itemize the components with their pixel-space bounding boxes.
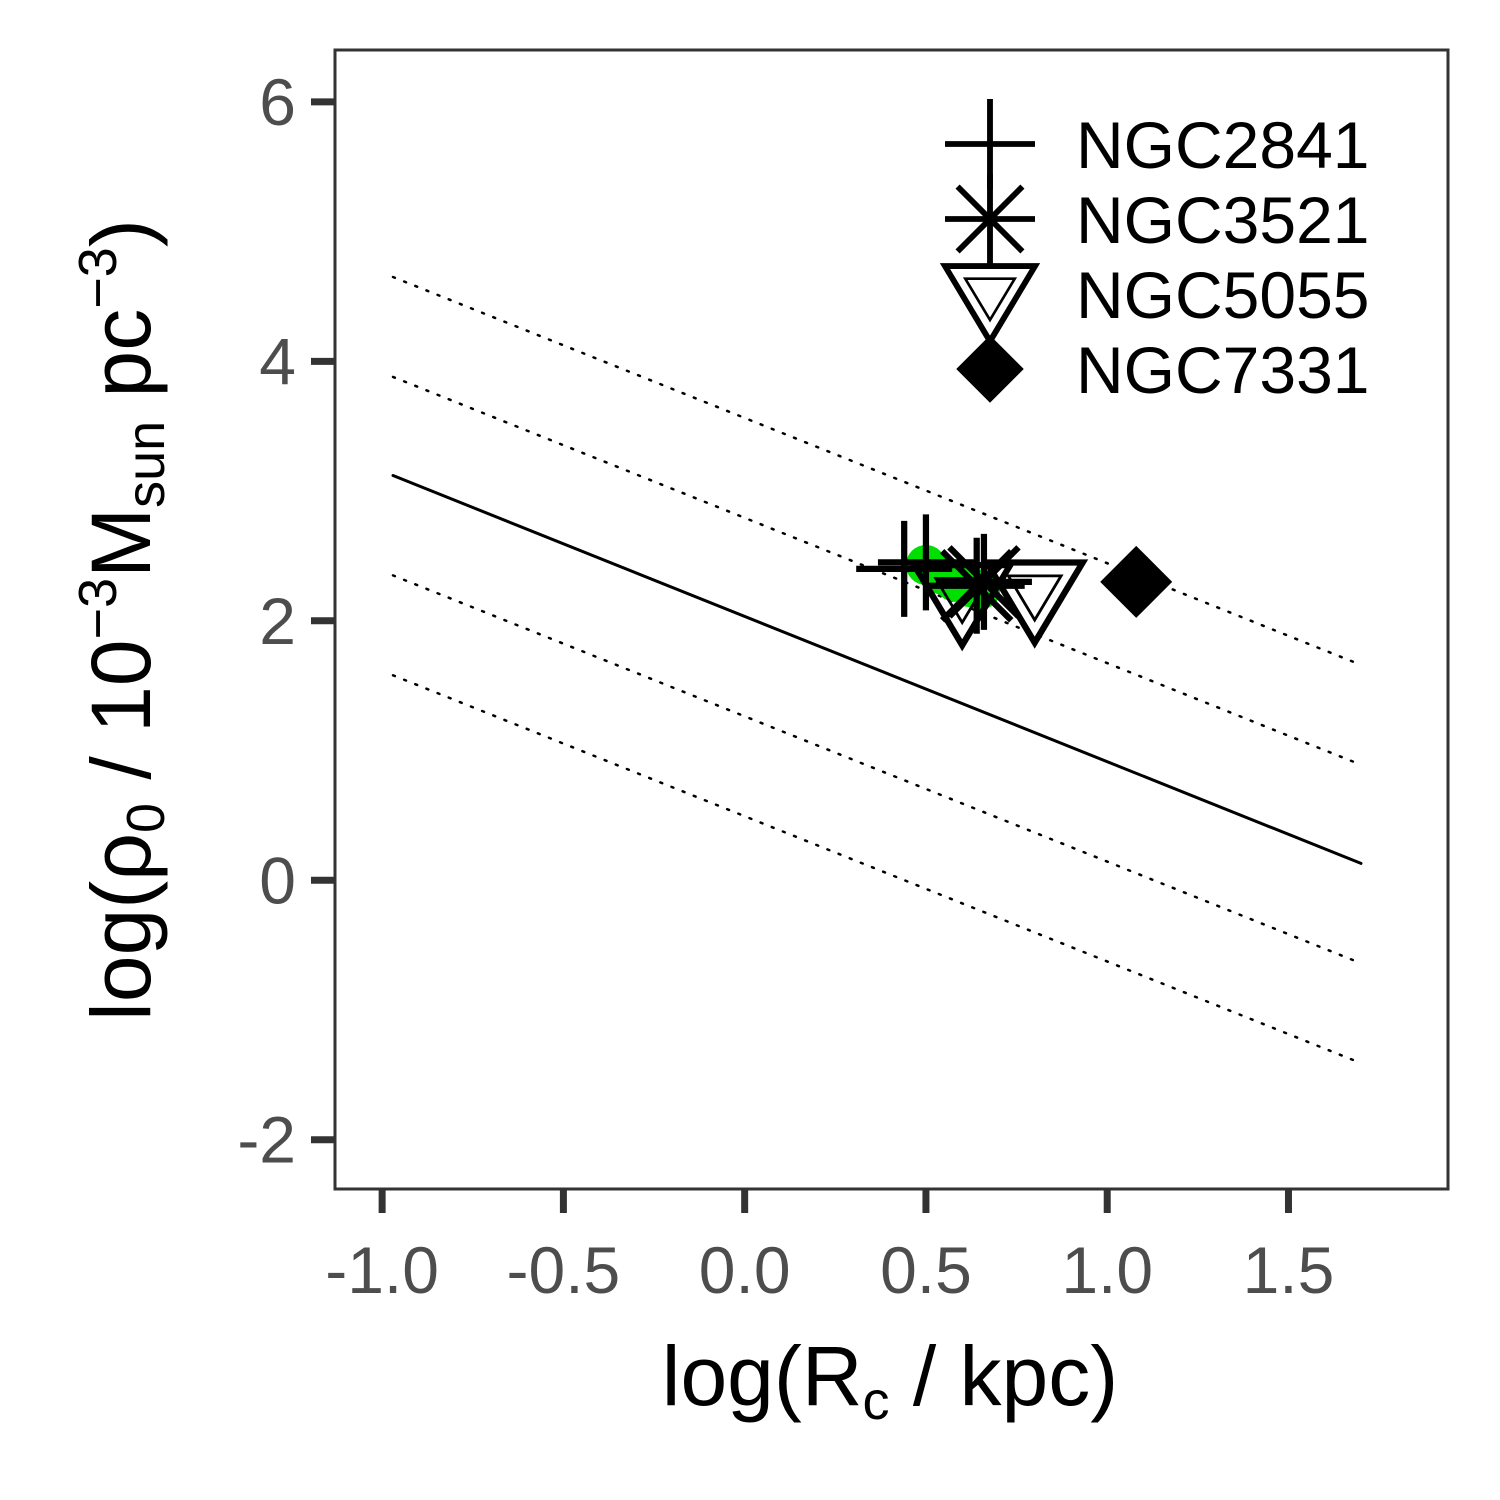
point-ngc5055 [981, 559, 1089, 649]
legend-label: NGC5055 [1076, 258, 1370, 332]
x-tick-label: 1.5 [1243, 1233, 1335, 1307]
y-tick-label: 0 [259, 843, 296, 917]
legend-key-diamond [956, 335, 1024, 403]
x-axis: -1.0 -0.5 0.0 0.5 1.0 1.5 [325, 1189, 1334, 1307]
y-tick-label: 6 [259, 65, 296, 139]
x-axis-title: log(Rc / kpc) [662, 1329, 1118, 1431]
x-tick-label: 0.0 [699, 1233, 791, 1307]
y-axis-title: log(ρ0 / 10−3Msun pc−3) [68, 219, 176, 1021]
reference-line-dotted [391, 574, 1363, 965]
y-tick-label: 4 [259, 324, 296, 398]
legend-label: NGC2841 [1076, 108, 1370, 182]
legend-key-triangle-down [939, 263, 1041, 347]
reference-line-solid [391, 474, 1363, 865]
x-tick-label: 0.5 [880, 1233, 972, 1307]
legend-key-asterisk [945, 174, 1035, 264]
point-ngc3521 [935, 533, 1032, 630]
y-axis: -2 0 2 4 6 [237, 65, 335, 1177]
x-tick-label: 1.0 [1061, 1233, 1153, 1307]
reference-lines [391, 275, 1363, 1065]
legend-label: NGC7331 [1076, 333, 1370, 407]
point-ngc7331 [1100, 545, 1173, 618]
y-tick-label: -2 [237, 1103, 296, 1177]
point-ngc5055 [908, 561, 1016, 652]
legend-entry-ngc5055: NGC5055 [939, 258, 1370, 347]
legend-label: NGC3521 [1076, 183, 1370, 257]
x-tick-label: -1.0 [325, 1233, 439, 1307]
y-tick-label: 2 [259, 584, 296, 658]
legend-entry-ngc7331: NGC7331 [956, 333, 1370, 407]
legend-entry-ngc2841: NGC2841 [945, 99, 1370, 189]
x-tick-label: -0.5 [507, 1233, 621, 1307]
legend-entry-ngc3521: NGC3521 [945, 174, 1370, 264]
reference-line-dotted [391, 674, 1363, 1065]
data-points [856, 514, 1173, 652]
point-ngc2841 [856, 520, 953, 617]
